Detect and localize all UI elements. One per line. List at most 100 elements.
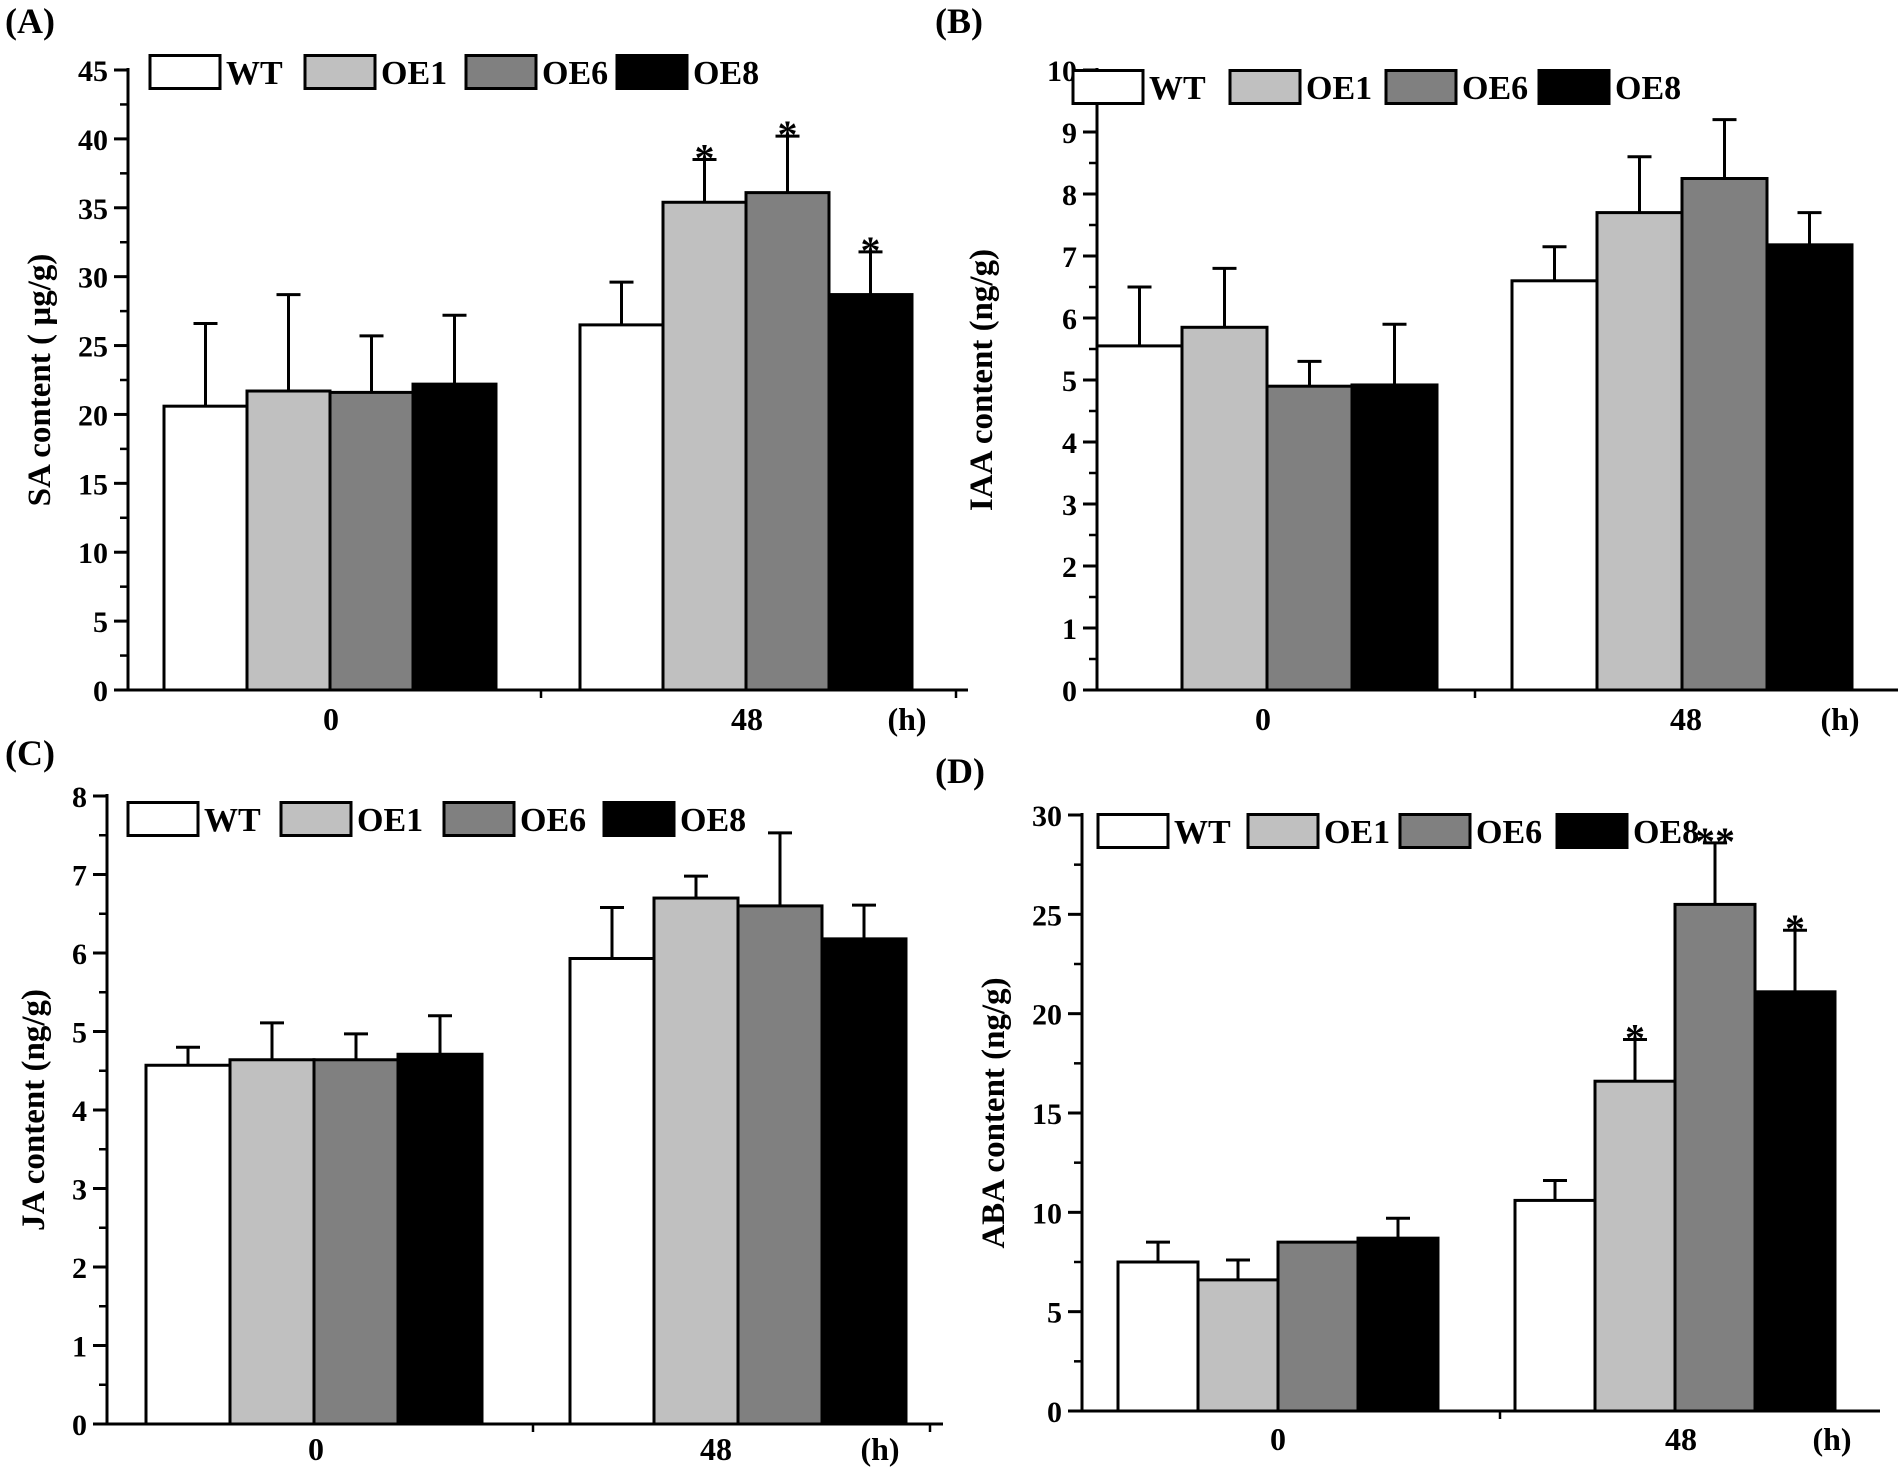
y-tick-label: 6 [1062,303,1077,336]
y-tick-label: 15 [78,468,108,501]
significance-mark: * [1785,906,1805,951]
x-axis-unit-label: (h) [860,1431,899,1467]
bar-OE8-0 [1350,383,1439,692]
bar-OE6-48 [1673,902,1757,1413]
y-tick-label: 10 [78,537,108,570]
x-tick-label: 0 [1255,701,1271,737]
legend-label-WT: WT [226,55,283,92]
bar-WT-0 [144,1063,232,1426]
x-tick-label: 0 [308,1431,324,1467]
y-tick-label: 20 [78,399,108,432]
bar-WT-48 [578,323,665,692]
y-tick-label: 1 [72,1331,87,1364]
bar-WT-0 [162,404,249,692]
legend-label-OE6: OE6 [1476,814,1542,851]
legend-label-WT: WT [1174,814,1231,851]
legend-swatch-WT [126,801,200,837]
chart-panel-1: (A) * * * 0 5 10 15 20 25 30 35 40 45 SA content ( µg/… [5,1,968,737]
y-tick-label: 3 [72,1174,87,1207]
y-tick-label: 25 [1032,899,1062,932]
legend-label-OE6: OE6 [542,55,608,92]
y-tick-label: 30 [1032,800,1062,833]
legend-label-OE1: OE1 [357,802,423,839]
bar-OE6-0 [312,1058,400,1426]
bar-OE8-48 [1753,990,1837,1413]
bar-OE6-0 [328,390,415,692]
legend-label-OE1: OE1 [1306,70,1372,107]
bar-OE8-48 [1765,243,1854,692]
bar-OE1-48 [661,200,748,692]
legend-swatch-WT [1096,813,1170,849]
y-tick-label: 10 [1032,1197,1062,1230]
x-tick-label: 48 [1670,701,1702,737]
y-tick-label: 9 [1062,117,1077,150]
bar-OE1-0 [1196,1278,1280,1413]
bar-OE6-0 [1265,384,1354,692]
panel-label: (B) [935,1,983,41]
bar-OE8-48 [827,293,914,692]
bar-OE6-48 [736,904,824,1426]
y-tick-label: 0 [72,1409,87,1442]
y-tick-label: 0 [1047,1396,1062,1429]
legend-swatch-OE1 [1246,813,1320,849]
y-tick-label: 20 [1032,999,1062,1032]
y-tick-label: 7 [1062,241,1077,274]
y-axis-title: SA content ( µg/g) [22,254,58,507]
y-tick-label: 5 [93,606,108,639]
x-axis-unit-label: (h) [1820,701,1859,737]
panel-label: (C) [5,733,55,773]
bar-OE8-0 [396,1052,484,1426]
x-tick-label: 48 [700,1431,732,1467]
y-tick-label: 2 [1062,551,1077,584]
significance-mark: * [695,136,715,181]
legend: WT OE1 OE6 OE8 [126,801,746,839]
bar-WT-48 [1510,279,1599,692]
legend-label-OE6: OE6 [520,802,586,839]
bar-WT-48 [568,956,656,1426]
bar-OE1-0 [228,1058,316,1426]
y-tick-label: 35 [78,193,108,226]
x-tick-label: 48 [731,701,763,737]
y-tick-label: 6 [72,938,87,971]
legend-swatch-OE6 [1398,813,1472,849]
legend-swatch-OE8 [615,54,689,90]
y-tick-label: 4 [72,1095,87,1128]
legend-label-WT: WT [204,802,261,839]
bar-OE6-0 [1276,1240,1360,1413]
x-axis-unit-label: (h) [887,701,926,737]
y-tick-label: 15 [1032,1098,1062,1131]
y-tick-label: 3 [1062,489,1077,522]
panel-label: (A) [5,1,55,41]
y-tick-label: 8 [1062,179,1077,212]
y-axis-title: JA content (ng/g) [16,989,52,1231]
bar-OE1-48 [1595,211,1684,692]
y-axis-title: IAA content (ng/g) [964,249,1000,511]
x-axis-unit-label: (h) [1812,1421,1851,1457]
legend-swatch-OE6 [464,54,538,90]
y-tick-label: 5 [1047,1297,1062,1330]
bar-OE8-0 [1356,1236,1440,1413]
legend: WT OE1 OE6 OE8 [1096,813,1699,851]
legend-swatch-OE8 [602,801,676,837]
y-tick-label: 2 [72,1252,87,1285]
legend-swatch-OE1 [1228,69,1302,105]
y-tick-label: 45 [78,55,108,88]
bar-WT-0 [1116,1260,1200,1413]
legend-swatch-OE1 [303,54,377,90]
significance-mark: ** [1695,819,1735,864]
bar-OE6-48 [1680,177,1769,692]
bar-OE8-48 [820,937,908,1426]
legend-label-OE8: OE8 [693,55,759,92]
legend-swatch-WT [1071,69,1145,105]
bar-OE1-48 [652,896,740,1426]
y-tick-label: 4 [1062,427,1077,460]
bar-OE6-48 [744,191,831,692]
y-tick-label: 5 [72,1017,87,1050]
bar-OE1-0 [1180,325,1269,692]
legend-swatch-OE1 [279,801,353,837]
y-tick-label: 0 [93,675,108,708]
x-tick-label: 0 [1270,1421,1286,1457]
panel-label: (D) [935,751,985,791]
